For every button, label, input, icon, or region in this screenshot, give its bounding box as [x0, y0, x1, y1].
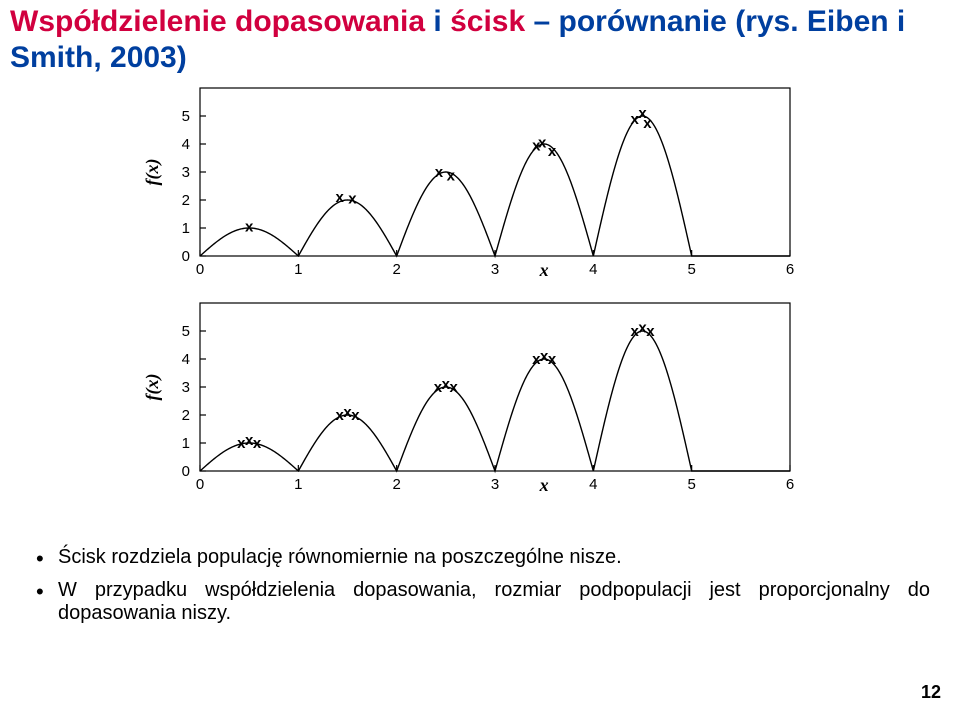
- svg-text:f(x): f(x): [142, 159, 163, 186]
- title-part-3: ścisk: [450, 5, 525, 38]
- svg-text:5: 5: [687, 476, 695, 493]
- svg-text:x: x: [539, 260, 549, 280]
- svg-text:x: x: [539, 475, 549, 495]
- svg-text:0: 0: [182, 463, 190, 480]
- svg-text:5: 5: [687, 261, 695, 278]
- chart-sharing: 0123456012345xf(x)xxxxxxxxxxx: [140, 80, 800, 290]
- title-part-1: Współdzielenie dopasowania: [10, 5, 425, 38]
- svg-text:x: x: [548, 351, 557, 368]
- svg-text:4: 4: [589, 261, 597, 278]
- svg-text:x: x: [646, 323, 655, 340]
- charts-region: 0123456012345xf(x)xxxxxxxxxxx 0123456012…: [140, 80, 959, 510]
- svg-text:x: x: [335, 189, 344, 206]
- svg-text:1: 1: [182, 435, 190, 452]
- svg-text:2: 2: [182, 192, 190, 209]
- svg-text:1: 1: [294, 476, 302, 493]
- svg-text:x: x: [643, 115, 652, 132]
- svg-text:5: 5: [182, 108, 190, 125]
- page-number: 12: [921, 682, 941, 703]
- svg-text:1: 1: [294, 261, 302, 278]
- svg-text:x: x: [348, 191, 357, 208]
- svg-text:x: x: [435, 164, 444, 181]
- svg-text:3: 3: [491, 261, 499, 278]
- bullet-1: Ścisk rozdziela populację równomiernie n…: [30, 546, 930, 569]
- svg-text:3: 3: [182, 164, 190, 181]
- svg-text:0: 0: [196, 476, 204, 493]
- svg-text:x: x: [447, 167, 456, 184]
- svg-text:1: 1: [182, 220, 190, 237]
- svg-text:f(x): f(x): [142, 374, 163, 401]
- svg-text:4: 4: [182, 351, 190, 368]
- title-part-2: i: [425, 5, 450, 38]
- svg-text:5: 5: [182, 323, 190, 340]
- svg-text:x: x: [253, 435, 262, 452]
- bullet-list: Ścisk rozdziela populację równomiernie n…: [30, 546, 930, 635]
- page-title: Współdzielenie dopasowania i ścisk – por…: [0, 0, 959, 76]
- svg-text:2: 2: [392, 261, 400, 278]
- svg-text:6: 6: [786, 261, 794, 278]
- bullet-2: W przypadku współdzielenia dopasowania, …: [30, 579, 930, 625]
- svg-text:0: 0: [182, 248, 190, 265]
- svg-text:2: 2: [392, 476, 400, 493]
- svg-text:x: x: [351, 407, 360, 424]
- chart-crowding: 0123456012345xf(x)xxxxxxxxxxxxxxx: [140, 295, 800, 505]
- svg-text:2: 2: [182, 407, 190, 424]
- svg-text:x: x: [450, 379, 459, 396]
- svg-text:3: 3: [491, 476, 499, 493]
- svg-text:x: x: [245, 218, 254, 235]
- svg-text:4: 4: [589, 476, 597, 493]
- svg-text:6: 6: [786, 476, 794, 493]
- svg-text:3: 3: [182, 379, 190, 396]
- svg-text:0: 0: [196, 261, 204, 278]
- svg-text:4: 4: [182, 136, 190, 153]
- svg-text:x: x: [548, 143, 557, 160]
- svg-text:x: x: [538, 135, 547, 152]
